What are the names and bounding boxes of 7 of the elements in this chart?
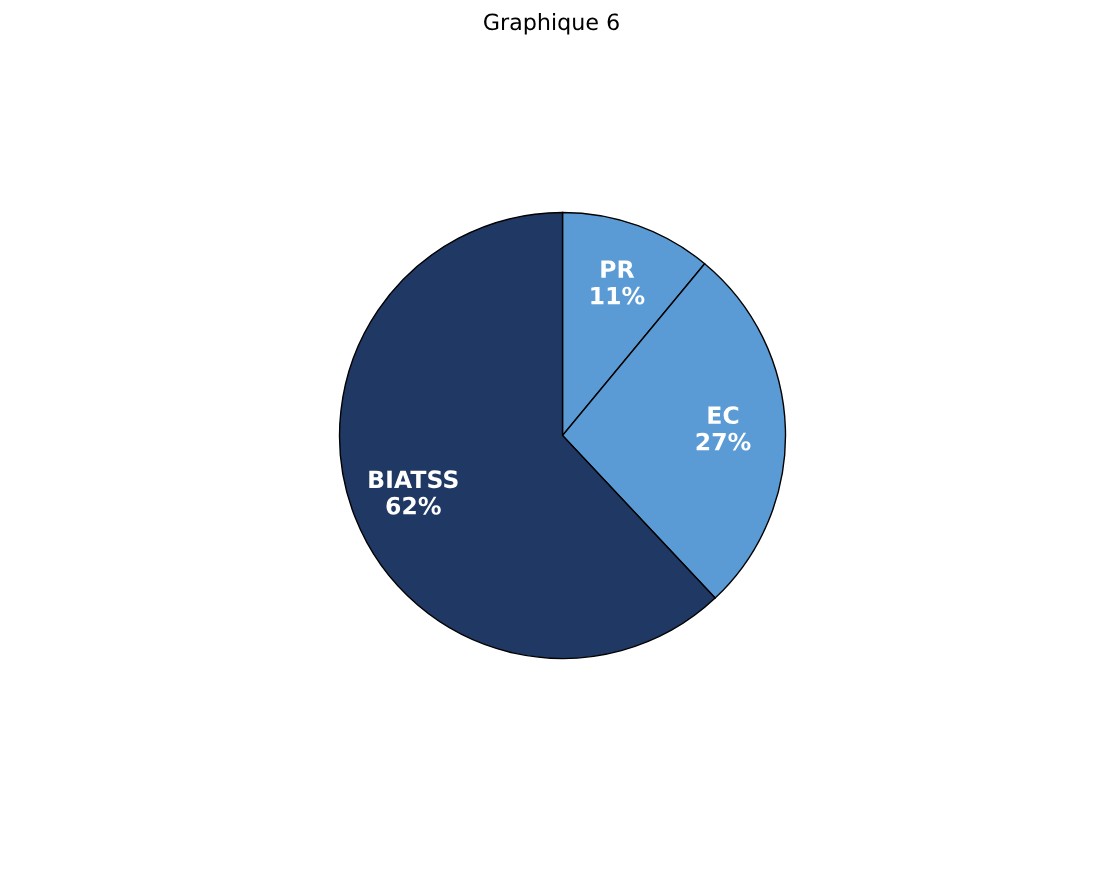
data-label: 11% [591, 286, 645, 305]
data-label: 62% [386, 496, 441, 515]
slice-label: BIATSS [369, 470, 458, 489]
slice-label: EC [708, 406, 739, 425]
slice-label: PR [601, 260, 635, 278]
chart-title: Graphique 6 [484, 13, 619, 35]
data-label: 27% [696, 432, 751, 451]
